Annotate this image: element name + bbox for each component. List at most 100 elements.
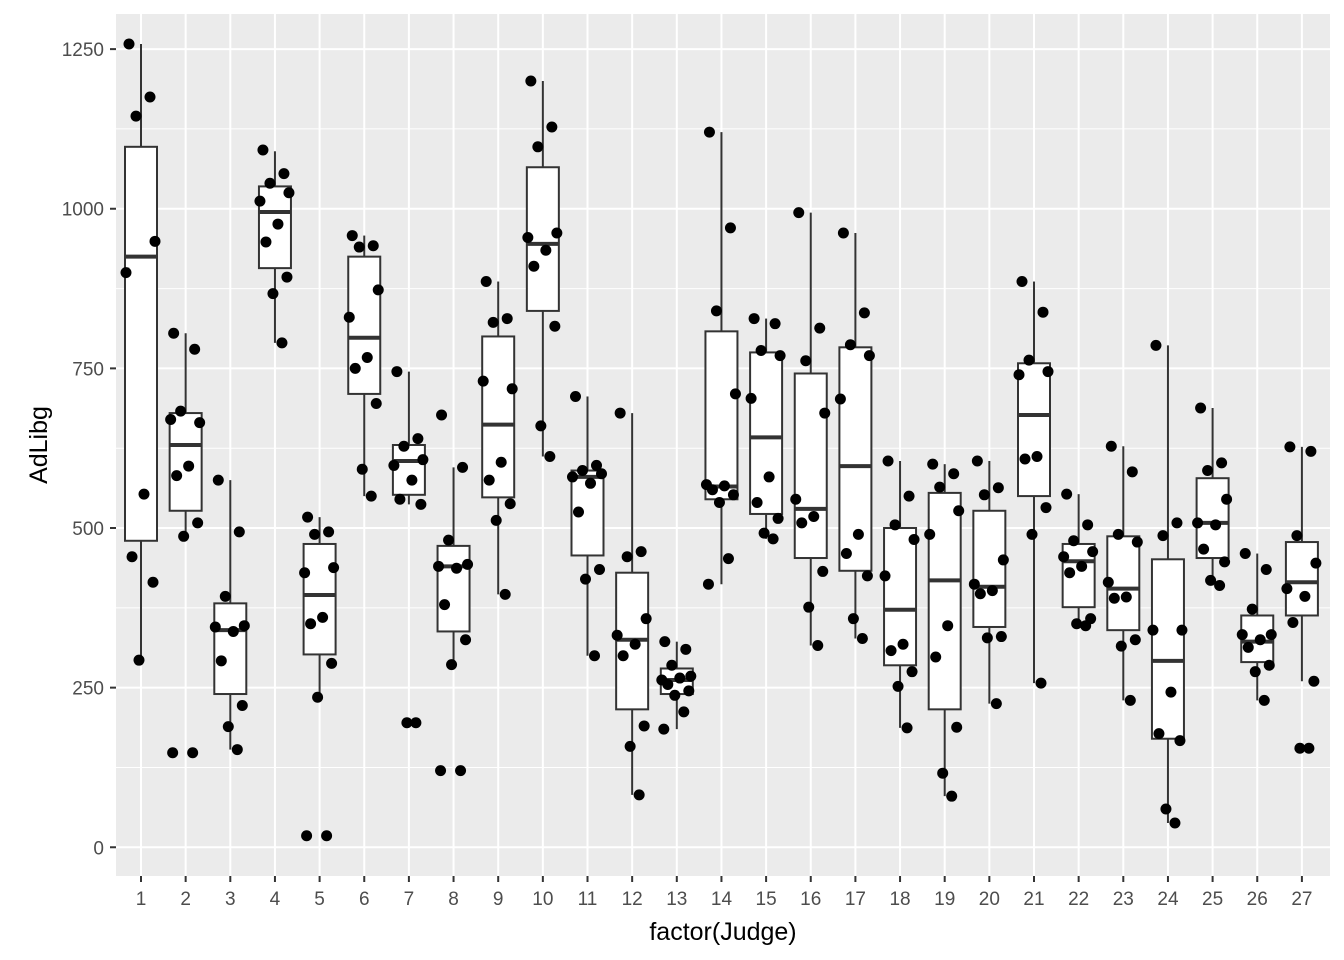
box-iqr — [1150, 558, 1185, 740]
data-point — [685, 670, 697, 682]
data-point — [624, 740, 636, 752]
data-point — [1071, 618, 1083, 630]
data-point — [540, 244, 552, 256]
data-point — [596, 468, 607, 480]
data-point — [981, 632, 993, 644]
data-point — [594, 564, 605, 576]
x-tick-label: 6 — [359, 889, 370, 910]
data-point — [758, 527, 770, 539]
box-iqr — [793, 372, 828, 560]
data-point — [803, 601, 815, 613]
data-point — [946, 790, 958, 802]
data-point — [674, 672, 686, 684]
data-point — [882, 455, 894, 467]
data-point — [231, 744, 243, 756]
data-point — [662, 678, 674, 690]
x-tick-label: 23 — [1113, 889, 1134, 910]
data-point — [658, 723, 670, 735]
data-point — [1287, 617, 1299, 629]
data-point — [927, 458, 939, 470]
x-tick-label: 7 — [404, 889, 415, 910]
data-point — [312, 691, 324, 703]
x-tick-label: 25 — [1202, 889, 1223, 910]
data-point — [942, 620, 954, 632]
y-axis-title: AdLibg — [25, 406, 53, 484]
data-point — [504, 498, 516, 510]
data-point — [436, 409, 448, 421]
data-point — [483, 474, 495, 486]
data-point — [1126, 466, 1138, 478]
x-axis: 1 2 3 4 5 6 7 8 9 10 11 12 13 14 15 16 17 18 19 20 21 22 23 24 2… — [136, 876, 1312, 910]
data-point — [1260, 564, 1272, 576]
data-point — [885, 645, 897, 657]
box-iqr — [704, 330, 739, 501]
data-point — [187, 747, 199, 759]
data-point — [254, 195, 266, 207]
boxes-layer — [124, 44, 1319, 824]
data-point — [1242, 641, 1254, 653]
data-point — [278, 168, 290, 180]
data-point — [349, 362, 361, 374]
data-point — [272, 218, 284, 230]
data-point — [702, 578, 714, 590]
data-point — [727, 489, 739, 501]
box-iqr — [1284, 541, 1319, 617]
data-point — [455, 765, 467, 777]
x-tick-label: 16 — [800, 889, 821, 910]
y-tick-label: 250 — [72, 679, 104, 700]
y-tick-label: 500 — [72, 519, 104, 540]
data-point — [1042, 366, 1054, 378]
data-point — [1153, 728, 1165, 740]
data-point — [264, 177, 276, 189]
data-point — [713, 496, 725, 508]
y-tick-label: 750 — [72, 359, 104, 380]
data-point — [589, 650, 600, 662]
data-point — [793, 207, 805, 219]
data-point — [856, 632, 868, 644]
data-point — [276, 337, 288, 349]
data-point — [1016, 276, 1028, 288]
data-point — [580, 573, 591, 585]
data-point — [1176, 624, 1188, 636]
data-point — [951, 721, 963, 733]
data-point — [532, 141, 544, 153]
data-point — [889, 519, 901, 531]
box-iqr — [481, 335, 516, 499]
data-point — [974, 588, 986, 600]
data-point — [1294, 742, 1306, 754]
data-point — [443, 534, 455, 546]
data-point — [457, 461, 469, 473]
data-point — [1108, 592, 1120, 604]
data-point — [1082, 519, 1094, 531]
data-point — [281, 271, 293, 283]
data-point — [722, 553, 734, 565]
data-point — [1061, 488, 1073, 500]
x-tick-label: 17 — [845, 889, 866, 910]
data-point — [236, 700, 248, 712]
data-point — [1087, 546, 1099, 558]
box-iqr — [1017, 362, 1051, 498]
data-point — [309, 528, 321, 540]
data-point — [356, 463, 368, 475]
data-point — [120, 267, 132, 279]
data-point — [1165, 686, 1177, 698]
data-point — [1131, 536, 1143, 548]
data-point — [138, 488, 150, 500]
y-axis: 0 250 500 750 1000 1250 — [62, 40, 116, 859]
data-point — [718, 480, 730, 492]
data-point — [301, 830, 313, 842]
data-point — [1202, 465, 1214, 477]
box-iqr — [391, 444, 426, 496]
data-point — [992, 482, 1004, 494]
data-point — [1303, 742, 1315, 754]
data-point — [1147, 624, 1159, 636]
data-point — [1308, 675, 1320, 687]
data-point — [528, 260, 540, 272]
data-point — [640, 613, 652, 625]
x-tick-label: 13 — [666, 889, 687, 910]
data-point — [126, 551, 138, 563]
data-point — [1019, 453, 1031, 465]
data-point — [123, 38, 135, 50]
data-point — [406, 474, 418, 486]
data-point — [487, 316, 499, 328]
